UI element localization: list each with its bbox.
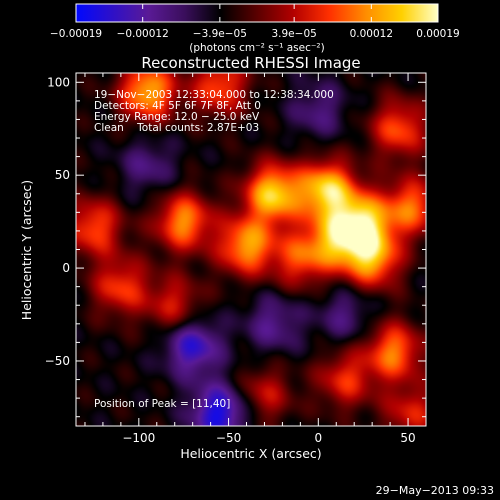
colorbar-tick-label: −0.00012 bbox=[117, 28, 169, 40]
colorbar bbox=[76, 4, 438, 22]
heatmap-image bbox=[76, 73, 426, 426]
colorbar-tick-label: 3.9e−05 bbox=[271, 28, 316, 40]
x-tick-label: 50 bbox=[400, 431, 415, 445]
annotation-detectors: Detectors: 4F 5F 6F 7F 8F, Att 0 bbox=[94, 100, 261, 112]
colorbar-tick-label: 0.00012 bbox=[350, 28, 393, 40]
x-tick-label: −50 bbox=[216, 431, 241, 445]
y-tick-labels: −50 0 50 100 bbox=[45, 75, 70, 368]
colorbar-tick-labels: −0.00019 −0.00012 −3.9e−05 3.9e−05 0.00012 0.… bbox=[50, 28, 460, 40]
y-tick-label: 0 bbox=[62, 261, 70, 275]
y-tick-label: 100 bbox=[47, 75, 70, 89]
colorbar-tick-label: −0.00019 bbox=[50, 28, 102, 40]
annotation-time-range: 19−Nov−2003 12:33:04.000 to 12:38:34.000 bbox=[94, 89, 334, 101]
x-tick-label: 0 bbox=[314, 431, 322, 445]
chart-title: Reconstructed RHESSI Image bbox=[141, 54, 360, 72]
axis-ticks bbox=[76, 73, 427, 426]
annotation-energy-range: Energy Range: 12.0 − 25.0 keV bbox=[94, 111, 260, 123]
y-tick-label: −50 bbox=[45, 354, 70, 368]
annotation-counts: Clean Total counts: 2.87E+03 bbox=[94, 122, 259, 134]
colorbar-unit-label: (photons cm⁻² s⁻¹ asec⁻²) bbox=[189, 42, 324, 54]
x-tick-labels: −100 −50 0 50 bbox=[122, 431, 415, 445]
y-axis-label: Heliocentric Y (arcsec) bbox=[19, 180, 34, 320]
peak-position-label: Position of Peak = [11,40] bbox=[94, 398, 230, 410]
colorbar-tick-label: 0.00019 bbox=[416, 28, 459, 40]
colorbar-ticks bbox=[75, 4, 439, 22]
colorbar-tick-label: −3.9e−05 bbox=[193, 28, 247, 40]
footer-timestamp: 29−May−2013 09:33 bbox=[376, 484, 494, 497]
x-tick-label: −100 bbox=[122, 431, 155, 445]
colorbar-frame bbox=[75, 3, 439, 23]
x-axis-label: Heliocentric X (arcsec) bbox=[180, 446, 321, 461]
y-tick-label: 50 bbox=[55, 168, 70, 182]
